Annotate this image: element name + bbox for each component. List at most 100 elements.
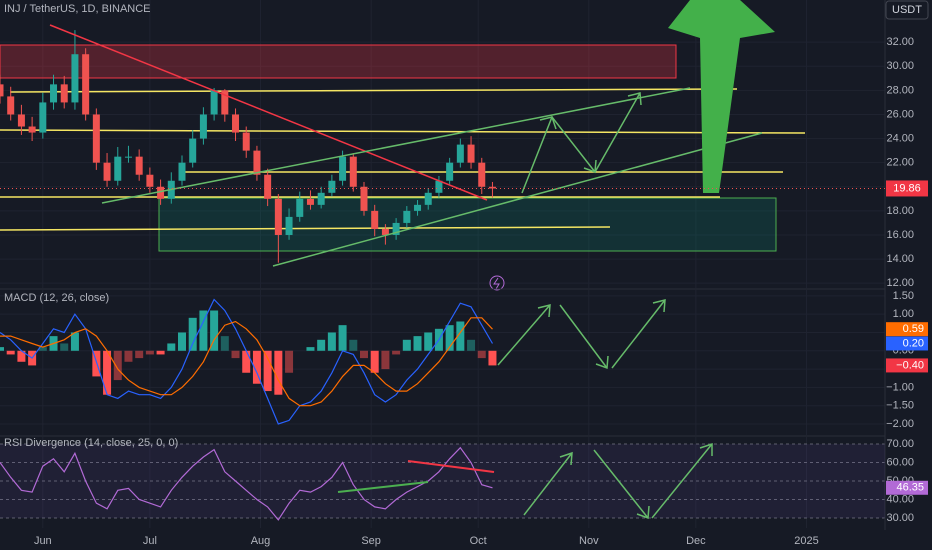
candle-body [178,162,186,181]
y-tick-label: 32.00 [886,36,914,48]
candle-body [328,180,336,193]
histogram-bar [402,339,411,351]
rsi-title: RSI Divergence (14, close, 25, 0, 0) [4,437,178,449]
arrow-head [636,505,650,520]
histogram-bar [220,336,229,351]
y-tick-label: 30.00 [886,60,914,72]
x-tick-label: Nov [579,535,599,547]
bullish-divergence [337,481,429,493]
candle-body [92,114,100,163]
histogram-bar [145,350,154,355]
channel-line [101,87,691,204]
axes: Jun Jul Aug Sep Oct Nov Dec 2025 12.00 14.00 16.00… [0,36,928,547]
histogram-last-label: −0.40 [896,359,924,371]
y-tick-label: 24.00 [886,132,914,144]
histogram-bar [370,350,379,373]
histogram-bar [285,350,294,373]
x-tick-label: Aug [251,535,271,547]
candle-body [285,216,293,235]
histogram-bar [113,350,122,381]
candle-body [371,210,379,229]
currency-label[interactable]: USDT [892,4,922,16]
histogram-bar [6,350,15,355]
signal-last-label: 0.59 [903,323,924,335]
last-price-label: 19.86 [893,182,921,194]
histogram-bar [188,317,197,351]
candle-body [146,174,154,187]
projection-arrow [651,443,713,519]
histogram-bar [177,332,186,351]
projection-path [521,92,641,194]
y-tick-label: 18.00 [886,205,914,217]
histogram-bar [92,350,101,377]
histogram-bar [456,321,465,351]
candle-body [381,228,389,235]
histogram-bar [231,350,240,359]
y-tick-label: −1.50 [886,400,914,412]
downtrend-line [49,24,488,201]
histogram-bar [124,350,133,362]
candle-body [0,84,4,97]
candle-body [189,138,197,163]
arrow-head [539,116,557,130]
histogram-bar [263,350,272,392]
histogram-bar [135,350,144,359]
projection-arrow [593,449,649,519]
histogram-bar [477,350,486,359]
level-line [0,226,611,231]
y-tick-label: 22.00 [886,157,914,169]
resistance-zone [0,44,677,79]
macd-tag [886,336,928,351]
candle-body [349,156,357,187]
candle-body [7,96,15,115]
x-tick-label: 2025 [794,535,818,547]
signal-tag [886,322,928,337]
macd-line [0,298,494,425]
symbol-title: INJ / TetherUS, 1D, BINANCE [4,3,151,15]
arrow-head [699,442,713,456]
candle-body [199,114,207,139]
histogram-bar [381,350,390,370]
arrow-head [627,92,642,106]
candle-body [403,210,411,223]
histogram-bar [242,350,251,373]
candle-body [17,114,25,127]
candle-body [317,192,325,205]
candle-body [488,186,496,189]
y-tick-label: 1.00 [893,308,914,320]
candle-body [103,162,111,181]
candle-body [264,174,272,199]
arrow-head [595,355,609,370]
histogram-bar [103,350,112,395]
bearish-divergence [407,460,495,473]
currency-button[interactable] [885,0,929,20]
macd-last-label: 0.20 [903,337,924,349]
last-price-tag [886,180,928,197]
histogram-bar [156,350,165,355]
histogram-bar [17,350,26,362]
candle-body [274,198,282,235]
rsi-pane [0,444,885,521]
y-tick-label: 30.00 [886,512,914,524]
candle-body [360,186,368,211]
candle-body [424,192,432,205]
histogram-bar [199,310,208,351]
rsi-line [0,446,493,521]
y-tick-label: 26.00 [886,108,914,120]
histogram-bar [274,350,283,395]
histogram-bar [424,332,433,351]
histogram-bar [488,350,497,366]
candle-body [39,102,47,133]
histogram-bar [70,332,79,351]
channel [101,87,763,267]
x-tick-label: Dec [686,535,706,547]
candle-body [467,144,475,163]
y-tick-label: 12.00 [886,277,914,289]
candle-body [296,198,304,217]
candle-body [253,150,261,175]
candle-body [82,54,90,115]
y-tick-label: 70.00 [886,438,914,450]
y-tick-label: −1.00 [886,381,914,393]
histogram-bar [413,336,422,351]
